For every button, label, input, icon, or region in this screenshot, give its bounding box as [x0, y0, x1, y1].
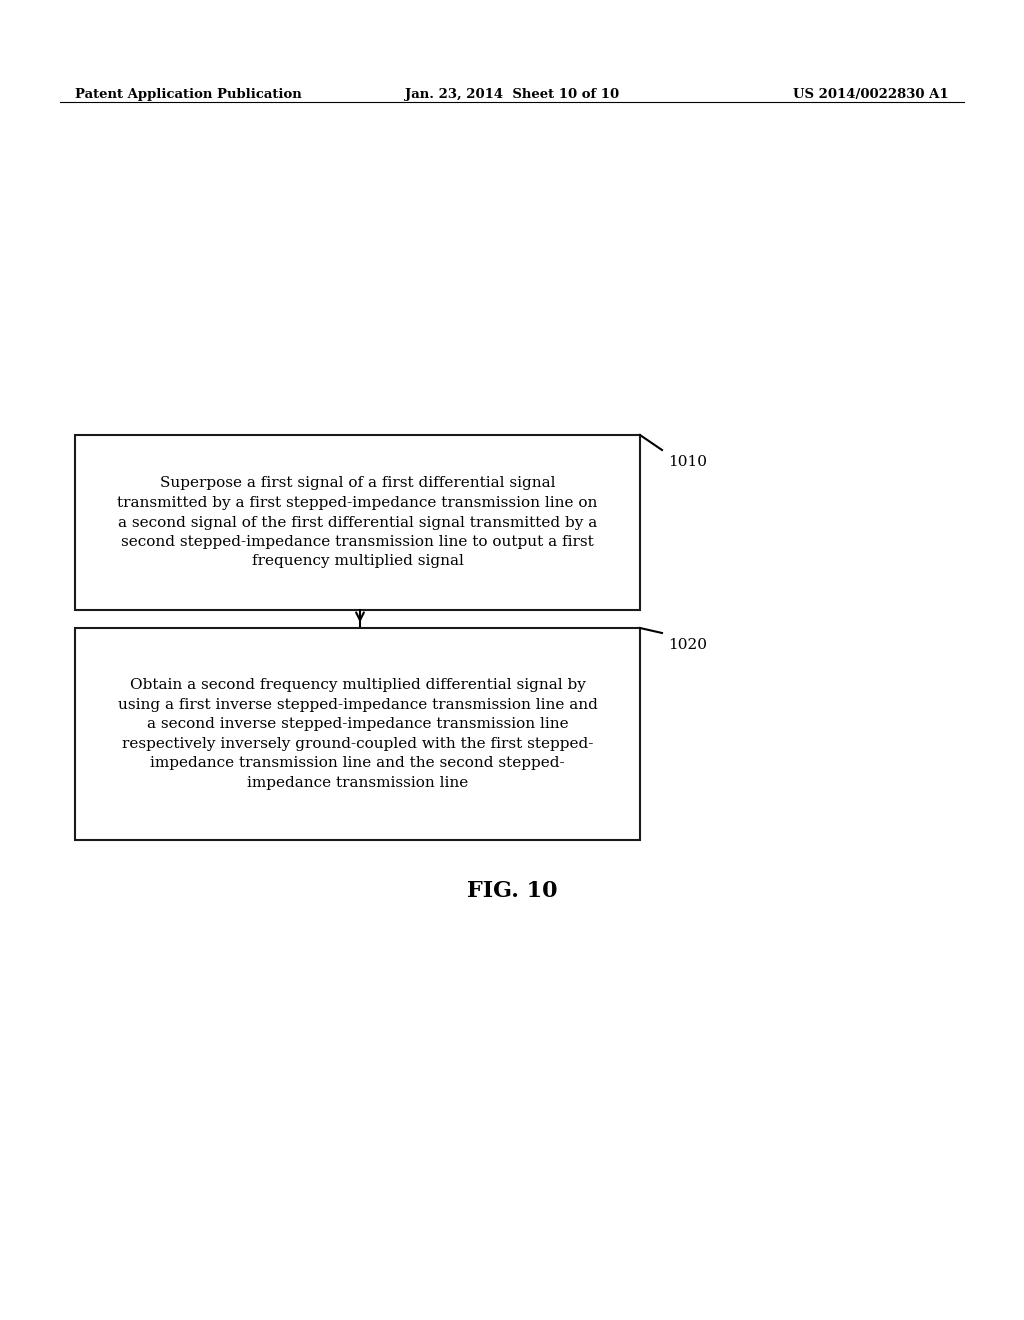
Text: Patent Application Publication: Patent Application Publication	[75, 88, 302, 102]
Text: 1020: 1020	[668, 638, 707, 652]
Text: Obtain a second frequency multiplied differential signal by
using a first invers: Obtain a second frequency multiplied dif…	[118, 678, 597, 789]
Bar	[75, 436, 640, 610]
Text: Superpose a first signal of a first differential signal
transmitted by a first s: Superpose a first signal of a first diff…	[118, 477, 598, 569]
Text: Jan. 23, 2014  Sheet 10 of 10: Jan. 23, 2014 Sheet 10 of 10	[404, 88, 620, 102]
Text: 1010: 1010	[668, 455, 707, 469]
Text: US 2014/0022830 A1: US 2014/0022830 A1	[794, 88, 949, 102]
Bar	[75, 628, 640, 840]
Text: FIG. 10: FIG. 10	[467, 880, 557, 902]
